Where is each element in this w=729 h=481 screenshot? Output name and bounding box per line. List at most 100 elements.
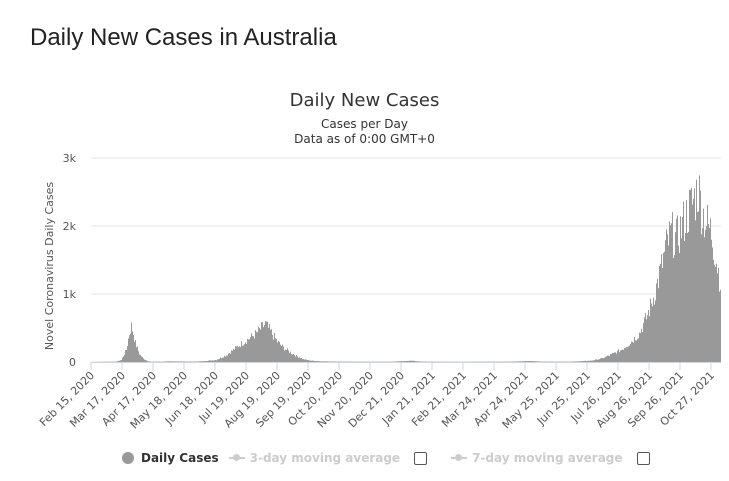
bar[interactable] bbox=[292, 354, 293, 362]
bar[interactable] bbox=[580, 361, 581, 362]
bar[interactable] bbox=[264, 324, 265, 362]
bar[interactable] bbox=[224, 355, 225, 362]
bar[interactable] bbox=[134, 341, 135, 362]
bar[interactable] bbox=[325, 361, 326, 362]
bar[interactable] bbox=[646, 319, 647, 362]
bar[interactable] bbox=[596, 359, 597, 362]
bar[interactable] bbox=[520, 361, 521, 362]
bar[interactable] bbox=[219, 358, 220, 362]
bar[interactable] bbox=[238, 347, 239, 362]
bar[interactable] bbox=[676, 218, 677, 362]
bar[interactable] bbox=[537, 361, 538, 362]
bar[interactable] bbox=[685, 232, 686, 362]
bar[interactable] bbox=[215, 360, 216, 362]
bar[interactable] bbox=[574, 361, 575, 362]
bar[interactable] bbox=[230, 353, 231, 362]
bar[interactable] bbox=[641, 328, 642, 362]
bar[interactable] bbox=[677, 215, 678, 362]
legend-daily-cases[interactable]: Daily Cases bbox=[122, 451, 219, 465]
bar[interactable] bbox=[651, 303, 652, 362]
bar[interactable] bbox=[581, 361, 582, 362]
bar[interactable] bbox=[288, 350, 289, 362]
bar[interactable] bbox=[265, 321, 266, 362]
bar[interactable] bbox=[294, 355, 295, 362]
bar[interactable] bbox=[322, 361, 323, 362]
bar[interactable] bbox=[169, 361, 170, 362]
bar[interactable] bbox=[212, 360, 213, 362]
bar[interactable] bbox=[635, 340, 636, 362]
bar[interactable] bbox=[232, 350, 233, 362]
bar[interactable] bbox=[323, 361, 324, 362]
bar[interactable] bbox=[178, 361, 179, 362]
bar[interactable] bbox=[720, 289, 721, 362]
bar[interactable] bbox=[621, 350, 622, 362]
bar[interactable] bbox=[638, 338, 639, 362]
bar[interactable] bbox=[713, 259, 714, 362]
bar[interactable] bbox=[143, 358, 144, 362]
bar[interactable] bbox=[278, 340, 279, 362]
bar[interactable] bbox=[128, 338, 129, 362]
bar[interactable] bbox=[319, 361, 320, 362]
bar[interactable] bbox=[604, 357, 605, 362]
bar[interactable] bbox=[627, 346, 628, 362]
bar[interactable] bbox=[202, 361, 203, 362]
bar[interactable] bbox=[528, 361, 529, 362]
bar[interactable] bbox=[257, 332, 258, 362]
bar[interactable] bbox=[412, 360, 413, 362]
bar[interactable] bbox=[615, 352, 616, 362]
bar[interactable] bbox=[675, 232, 676, 362]
bar[interactable] bbox=[229, 353, 230, 362]
bar[interactable] bbox=[406, 360, 407, 362]
bar[interactable] bbox=[138, 351, 139, 362]
bar[interactable] bbox=[411, 360, 412, 362]
bar[interactable] bbox=[225, 356, 226, 362]
bar[interactable] bbox=[267, 321, 268, 362]
bar[interactable] bbox=[318, 361, 319, 362]
bar[interactable] bbox=[228, 353, 229, 362]
bar[interactable] bbox=[590, 360, 591, 362]
bar[interactable] bbox=[682, 216, 683, 362]
bar[interactable] bbox=[334, 361, 335, 362]
bar[interactable] bbox=[137, 346, 138, 362]
bar[interactable] bbox=[673, 258, 674, 362]
bar[interactable] bbox=[594, 360, 595, 362]
bar[interactable] bbox=[416, 361, 417, 362]
7day-average-checkbox[interactable] bbox=[636, 451, 650, 465]
bar[interactable] bbox=[127, 346, 128, 362]
bar[interactable] bbox=[131, 322, 132, 362]
bar[interactable] bbox=[168, 361, 169, 362]
bar[interactable] bbox=[234, 349, 235, 362]
bar[interactable] bbox=[587, 360, 588, 362]
bar[interactable] bbox=[240, 347, 241, 362]
bar[interactable] bbox=[227, 355, 228, 362]
bar[interactable] bbox=[281, 346, 282, 362]
bar[interactable] bbox=[129, 335, 130, 362]
bar[interactable] bbox=[285, 349, 286, 362]
bar[interactable] bbox=[204, 361, 205, 362]
bar[interactable] bbox=[414, 360, 415, 362]
bar[interactable] bbox=[174, 361, 175, 362]
bar[interactable] bbox=[701, 234, 702, 362]
bar[interactable] bbox=[149, 361, 150, 362]
bar[interactable] bbox=[586, 361, 587, 362]
bar[interactable] bbox=[237, 345, 238, 362]
bar[interactable] bbox=[140, 354, 141, 362]
bar[interactable] bbox=[299, 357, 300, 362]
bar[interactable] bbox=[250, 337, 251, 362]
bar[interactable] bbox=[312, 360, 313, 362]
bar[interactable] bbox=[660, 263, 661, 362]
bar[interactable] bbox=[601, 358, 602, 362]
bar[interactable] bbox=[647, 315, 648, 362]
bar[interactable] bbox=[133, 334, 134, 362]
bar[interactable] bbox=[704, 237, 705, 362]
bar[interactable] bbox=[275, 338, 276, 362]
bar[interactable] bbox=[304, 359, 305, 362]
bar[interactable] bbox=[523, 361, 524, 362]
bar[interactable] bbox=[607, 355, 608, 362]
bar[interactable] bbox=[633, 342, 634, 362]
bar[interactable] bbox=[328, 361, 329, 362]
bar[interactable] bbox=[684, 240, 685, 362]
bar[interactable] bbox=[399, 361, 400, 362]
bar[interactable] bbox=[532, 361, 533, 362]
